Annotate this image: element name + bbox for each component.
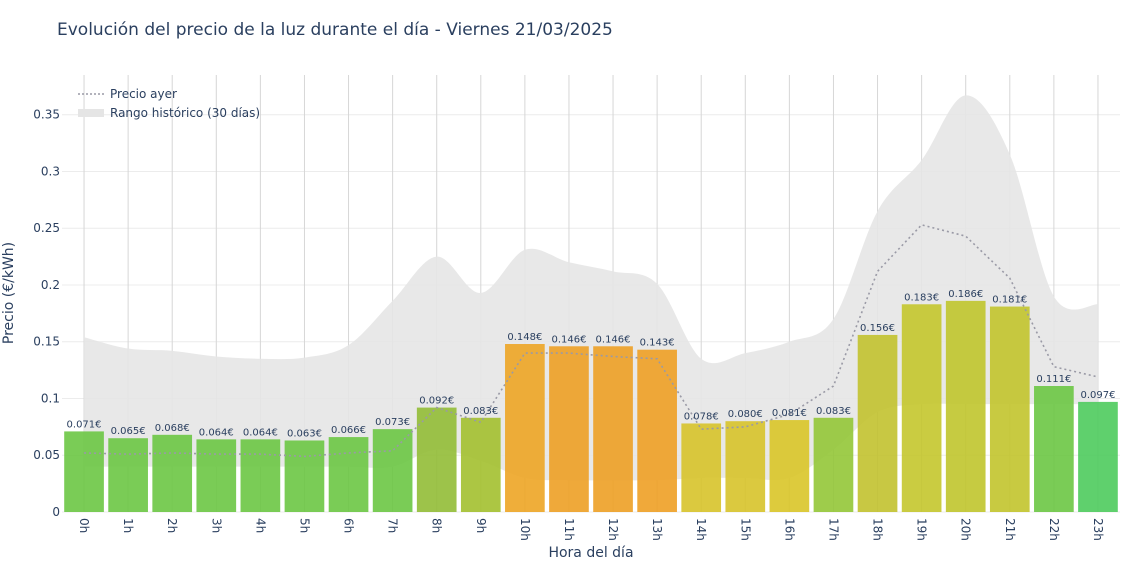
x-tick-label: 22h [1047, 518, 1061, 541]
bar-value-label: 0.143€ [640, 338, 675, 349]
price-bar-16h[interactable] [769, 420, 810, 512]
x-tick-label: 4h [253, 518, 267, 533]
x-tick-label: 0h [77, 518, 91, 533]
x-tick-label: 18h [871, 518, 885, 541]
y-tick-label: 0.35 [33, 108, 60, 122]
x-tick-label: 23h [1091, 518, 1105, 541]
price-bar-12h[interactable] [593, 346, 633, 512]
x-tick-label: 14h [694, 518, 708, 541]
bar-value-label: 0.064€ [243, 427, 278, 438]
axes: 0 0.05 0.1 0.15 0.2 0.25 0.3 0.35 0h 1h 2h 3h 4h 5h 6h… [33, 108, 1105, 541]
historical-range-band [84, 95, 1098, 481]
yesterday-price-line [84, 223, 1099, 458]
x-tick-label: 12h [606, 518, 620, 541]
bar-value-label: 0.097€ [1080, 390, 1115, 401]
x-tick-label: 11h [562, 518, 576, 541]
y-tick-label: 0.25 [33, 221, 60, 235]
price-bar-7h[interactable] [372, 429, 413, 512]
price-bar-23h[interactable] [1078, 401, 1118, 512]
bar-value-label: 0.066€ [331, 425, 366, 436]
price-bar-5h[interactable] [284, 440, 325, 512]
bar-value-label: 0.148€ [507, 332, 542, 343]
x-tick-label: 5h [297, 518, 311, 533]
price-bar-14h[interactable] [681, 423, 722, 512]
bar-value-label: 0.146€ [596, 334, 631, 345]
bars [64, 300, 1118, 512]
bar-value-label: 0.156€ [860, 323, 895, 334]
bar-value-label: 0.063€ [287, 428, 322, 439]
x-tick-label: 8h [430, 518, 444, 533]
bar-value-label: 0.092€ [419, 396, 454, 407]
price-bar-2h[interactable] [152, 434, 193, 512]
price-bar-9h[interactable] [460, 417, 501, 512]
bar-value-label: 0.186€ [948, 289, 983, 300]
bar-value-label: 0.068€ [155, 423, 190, 434]
chart-title: Evolución del precio de la luz durante e… [57, 20, 613, 40]
bar-value-label: 0.181€ [992, 295, 1027, 306]
bar-value-label: 0.183€ [904, 292, 939, 303]
y-tick-label: 0.2 [41, 278, 60, 292]
price-bar-10h[interactable] [505, 344, 545, 512]
price-bar-21h[interactable] [989, 306, 1030, 512]
bar-value-label: 0.081€ [772, 408, 807, 419]
legend-item-historical-range: Rango histórico (30 días) [110, 106, 260, 120]
x-tick-label: 19h [915, 518, 929, 541]
y-tick-label: 0.3 [41, 164, 60, 178]
x-tick-label: 2h [165, 518, 179, 533]
x-tick-label: 1h [121, 518, 135, 533]
bar-value-label: 0.083€ [463, 406, 498, 417]
historical-range-area [84, 95, 1098, 481]
bar-value-label: 0.071€ [67, 419, 102, 430]
bar-value-label: 0.064€ [199, 427, 234, 438]
price-bar-1h[interactable] [108, 438, 148, 512]
price-bar-17h[interactable] [813, 417, 854, 512]
y-tick-label: 0.1 [41, 391, 60, 405]
price-bar-11h[interactable] [549, 346, 589, 512]
price-bar-13h[interactable] [637, 349, 677, 512]
x-tick-label: 16h [782, 518, 796, 541]
bar-value-labels: 0.071€ 0.065€ 0.068€ 0.064€ 0.064€ 0.063€ 0.06… [67, 289, 1116, 440]
x-tick-label: 17h [826, 518, 840, 541]
legend[interactable]: Precio ayer Rango histórico (30 días) [78, 87, 260, 120]
price-bar-19h[interactable] [901, 304, 942, 512]
bar-value-label: 0.080€ [728, 409, 763, 420]
x-tick-label: 20h [959, 518, 973, 541]
x-tick-label: 15h [738, 518, 752, 541]
x-tick-label: 13h [650, 518, 664, 541]
price-bar-4h[interactable] [240, 439, 281, 512]
legend-item-yesterday: Precio ayer [110, 87, 177, 101]
bar-value-label: 0.111€ [1036, 374, 1071, 385]
y-axis-title: Precio (€/kWh) [1, 242, 17, 344]
price-bar-18h[interactable] [857, 334, 898, 512]
price-bar-22h[interactable] [1034, 386, 1074, 512]
x-tick-label: 3h [209, 518, 223, 533]
price-bar-20h[interactable] [945, 300, 986, 512]
y-tick-label: 0.15 [33, 335, 60, 349]
bar-value-label: 0.073€ [375, 417, 410, 428]
x-tick-label: 21h [1003, 518, 1017, 541]
price-bar-0h[interactable] [64, 431, 104, 512]
bar-value-label: 0.146€ [551, 334, 586, 345]
x-tick-label: 6h [342, 518, 356, 533]
price-bar-6h[interactable] [328, 437, 369, 512]
x-tick-label: 9h [474, 518, 488, 533]
bar-value-label: 0.065€ [111, 426, 146, 437]
x-tick-label: 10h [518, 518, 532, 541]
y-tick-label: 0 [52, 505, 60, 519]
price-bar-3h[interactable] [196, 439, 237, 512]
legend-area-swatch [78, 109, 104, 117]
price-bar-8h[interactable] [416, 407, 457, 512]
y-tick-label: 0.05 [33, 448, 60, 462]
x-axis-title: Hora del día [548, 545, 633, 561]
price-bar-15h[interactable] [725, 421, 766, 512]
bar-value-label: 0.078€ [684, 411, 719, 422]
yesterday-price-polyline [84, 223, 1099, 458]
x-tick-label: 7h [386, 518, 400, 533]
bar-value-label: 0.083€ [816, 406, 851, 417]
